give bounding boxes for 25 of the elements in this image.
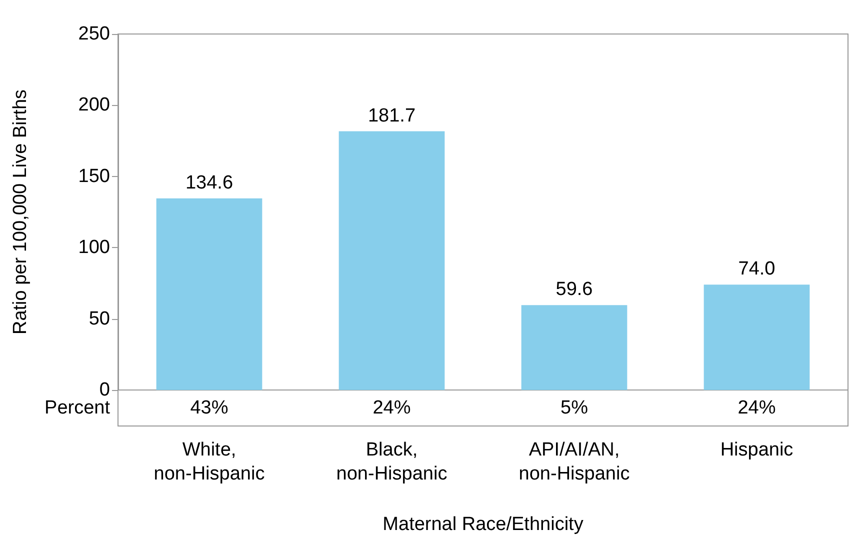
y-tick-label: 200 <box>78 94 110 116</box>
y-axis-title: Ratio per 100,000 Live Births <box>10 89 31 335</box>
y-tick-label: 100 <box>78 237 110 258</box>
data-label: 59.6 <box>556 279 593 300</box>
data-label: 74.0 <box>738 258 776 280</box>
y-tick-label: 50 <box>88 308 110 330</box>
x-tick-label: White, non-Hispanic <box>154 440 265 484</box>
text: Percent <box>44 398 111 418</box>
y-tick-label: 0 <box>99 380 110 400</box>
text: 43% <box>190 398 228 418</box>
data-label: 134.6 <box>185 172 234 194</box>
x-axis-title: Maternal Race/Ethnicity <box>382 514 584 535</box>
bar <box>156 198 262 390</box>
bar <box>704 284 810 390</box>
x-tick-label: Hispanic <box>720 440 794 460</box>
text: 24% <box>372 398 411 418</box>
y-tick-label: 250 <box>78 24 110 44</box>
x-tick-label: Black, non-Hispanic <box>336 440 448 484</box>
bar <box>338 131 445 390</box>
x-tick-label: API/AI/AN, non-Hispanic <box>518 440 630 484</box>
data-label: 181.7 <box>368 105 416 126</box>
y-tick-label: 150 <box>78 166 110 187</box>
bar <box>521 305 628 390</box>
text: 24% <box>738 398 776 418</box>
text: 5% <box>560 398 588 418</box>
